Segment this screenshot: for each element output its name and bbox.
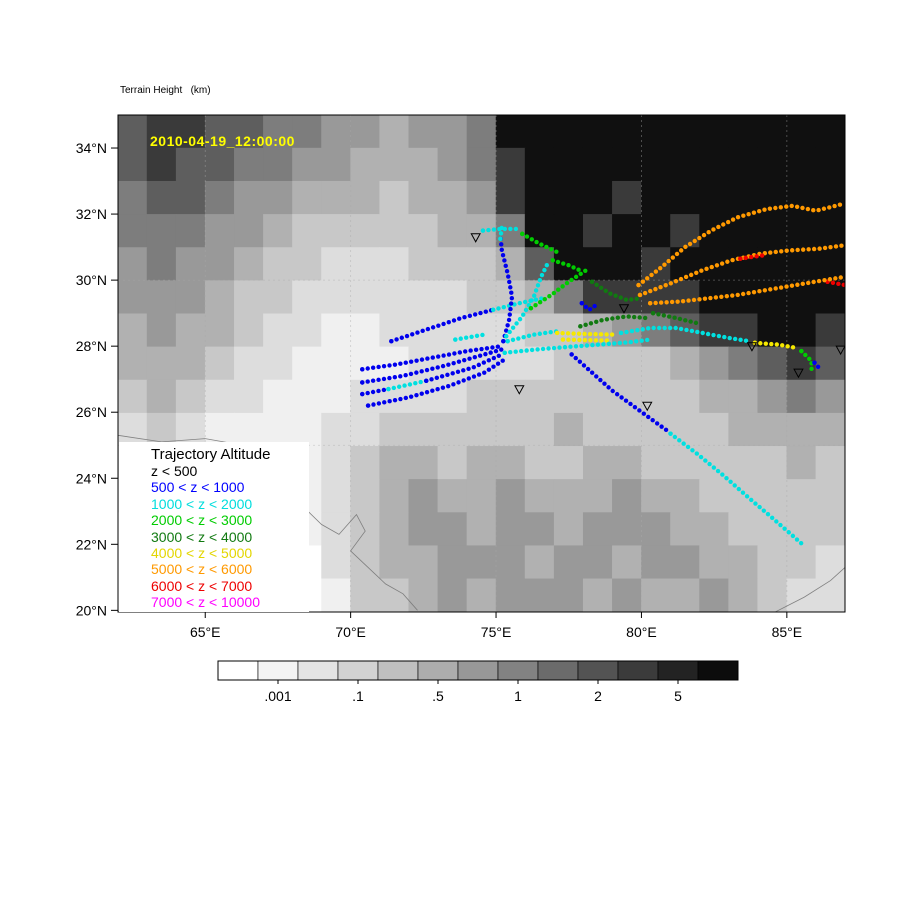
colorbar-cell — [497, 660, 539, 681]
x-axis-label: 70°E — [335, 624, 366, 640]
trajectory-blue — [365, 358, 505, 408]
station-triangle-marker — [514, 385, 525, 395]
trajectory-green — [528, 268, 588, 311]
trajectory-green — [799, 348, 814, 372]
x-axis-label: 65°E — [190, 624, 221, 640]
legend-entry: 4000 < z < 5000 — [151, 545, 253, 562]
coastline — [118, 434, 418, 611]
legend-entry: 5000 < z < 6000 — [151, 561, 253, 578]
x-axis-label: 85°E — [772, 624, 803, 640]
colorbar-cell — [217, 660, 259, 681]
colorbar-cell — [337, 660, 379, 681]
colorbar-cell — [417, 660, 459, 681]
y-axis-label: 22°N — [76, 536, 107, 552]
colorbar-cell — [537, 660, 579, 681]
station-triangle-marker — [835, 345, 845, 356]
colorbar-label: .001 — [264, 688, 291, 704]
legend-entry: 6000 < z < 7000 — [151, 577, 253, 594]
x-axis-label: 80°E — [626, 624, 657, 640]
legend-entry: 7000 < z < 10000 — [151, 594, 260, 611]
y-axis-label: 20°N — [76, 602, 107, 618]
trajectory-dkgreen — [578, 314, 648, 329]
station-triangle-marker — [793, 368, 804, 379]
trajectory-blue — [579, 301, 597, 312]
trajectory-blue — [360, 344, 501, 372]
trajectory-green — [550, 258, 581, 272]
trajectory-cyan — [618, 325, 749, 343]
colorbar-label: 5 — [674, 688, 682, 704]
colorbar-cell — [617, 660, 659, 681]
y-axis-label: 26°N — [76, 404, 107, 420]
station-triangle-marker — [746, 342, 758, 352]
trajectory-cyan — [480, 226, 519, 233]
colorbar-label: .1 — [352, 688, 364, 704]
trajectory-dkgreen — [589, 279, 639, 302]
legend-entry: 1000 < z < 2000 — [151, 495, 253, 512]
y-axis-label: 28°N — [76, 338, 107, 354]
colorbar-label: .5 — [432, 688, 444, 704]
trajectory-orange — [637, 243, 844, 298]
coastline — [775, 567, 845, 612]
station-triangle-marker — [642, 401, 653, 412]
station-triangle-marker — [618, 304, 630, 314]
colorbar-cell — [297, 660, 339, 681]
trajectory-yellow — [554, 330, 615, 337]
trajectory-blue — [812, 360, 821, 370]
colorbar-cell — [657, 660, 699, 681]
trajectory-blue — [389, 308, 494, 344]
trajectory-cyan — [502, 337, 650, 355]
trajectory-blue — [424, 353, 502, 384]
trajectory-yellow — [560, 337, 610, 343]
colorbar-label: 1 — [514, 688, 522, 704]
trajectory-dkgreen — [650, 310, 699, 326]
trajectory-orange — [636, 202, 843, 288]
trajectory-cyan — [498, 225, 504, 242]
plot-title: Terrain Height (km) — [120, 85, 211, 96]
trajectory-cyan — [668, 431, 804, 546]
colorbar-cell — [697, 660, 739, 681]
trajectory-altitude-legend: Trajectory Altitude z < 500 500 < z < 100… — [119, 442, 309, 612]
legend-entry: 500 < z < 1000 — [151, 479, 245, 496]
y-axis-label: 32°N — [76, 206, 107, 222]
legend-items: z < 500 500 < z < 1000 1000 < z < 2000 2000… — [151, 463, 309, 611]
timestamp: 2010-04-19_12:00:00 — [150, 133, 295, 149]
trajectory-orange — [647, 275, 843, 306]
colorbar-frame — [217, 660, 739, 681]
y-axis-label: 24°N — [76, 470, 107, 486]
trajectory-blue — [360, 387, 387, 397]
colorbar-cell — [257, 660, 299, 681]
legend-title: Trajectory Altitude — [151, 446, 271, 463]
colorbar-label: 2 — [594, 688, 602, 704]
colorbar-cell — [377, 660, 419, 681]
colorbar-cell — [577, 660, 619, 681]
y-axis-label: 34°N — [76, 140, 107, 156]
station-triangle-marker — [470, 233, 481, 243]
legend-entry: 2000 < z < 3000 — [151, 512, 253, 529]
trajectory-blue — [360, 347, 504, 385]
trajectory-red — [738, 253, 765, 261]
x-axis-label: 75°E — [481, 624, 512, 640]
legend-entry: 3000 < z < 4000 — [151, 528, 253, 545]
map-area — [118, 115, 845, 612]
colorbar-cell — [457, 660, 499, 681]
trajectory-cyan — [505, 329, 559, 344]
map-frame — [117, 114, 846, 613]
trajectory-blue — [569, 352, 669, 433]
trajectory-cyan — [504, 262, 550, 339]
trajectory-green — [520, 231, 559, 254]
y-axis-label: 30°N — [76, 272, 107, 288]
legend-entry: z < 500 — [151, 463, 198, 479]
trajectory-cyan — [453, 332, 485, 342]
